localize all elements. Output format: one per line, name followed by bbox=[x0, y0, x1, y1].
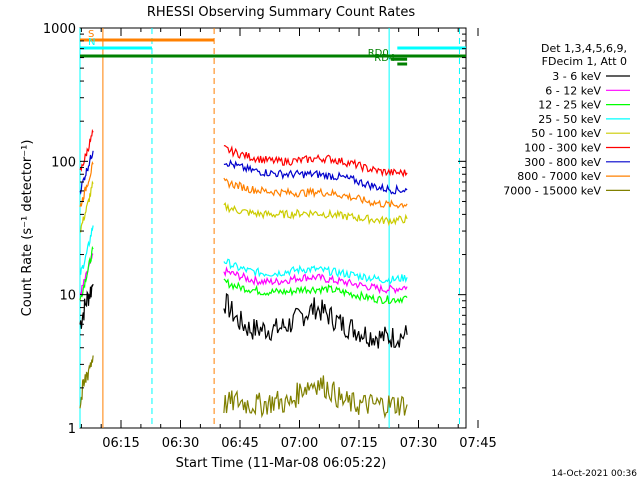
series-line-8-1 bbox=[223, 375, 408, 419]
y-axis-label: Count Rate (s⁻¹ detector⁻¹) bbox=[20, 140, 35, 317]
legend-label-0: 3 - 6 keV bbox=[552, 70, 601, 83]
legend-label-3: 25 - 50 keV bbox=[538, 113, 601, 126]
x-axis-label: Start Time (11-Mar-08 06:05:22) bbox=[176, 456, 387, 471]
x-tick-label-3: 07:00 bbox=[281, 436, 318, 451]
legend-label-4: 50 - 100 keV bbox=[531, 127, 601, 140]
y-tick-label-3: 1000 bbox=[43, 22, 76, 37]
series-line-5-1 bbox=[223, 145, 408, 178]
legend-label-8: 7000 - 15000 keV bbox=[503, 184, 601, 197]
chart-title: RHESSI Observing Summary Count Rates bbox=[147, 5, 416, 20]
x-tick-label-4: 07:15 bbox=[340, 436, 377, 451]
y-tick-label-1: 10 bbox=[59, 289, 76, 304]
series-line-7-1 bbox=[223, 177, 408, 209]
series-line-3-1 bbox=[223, 258, 408, 285]
y-tick-label-0: 1 bbox=[68, 422, 76, 437]
series-line-7-0 bbox=[79, 161, 94, 207]
x-tick-label-5: 07:30 bbox=[400, 436, 437, 451]
legend-label-1: 6 - 12 keV bbox=[545, 84, 601, 97]
series-line-5-0 bbox=[79, 128, 94, 173]
x-tick-label-0: 06:15 bbox=[102, 436, 139, 451]
y-tick-label-2: 100 bbox=[51, 155, 76, 170]
footer-date: 14-Oct-2021 00:36 bbox=[552, 469, 638, 479]
series-line-3-0 bbox=[79, 225, 94, 275]
plot-frame bbox=[79, 27, 467, 429]
series-line-4-1 bbox=[223, 201, 408, 227]
flag-label-0: S bbox=[88, 29, 94, 40]
flag-label-5: RD4 bbox=[374, 53, 395, 64]
series-line-0-1 bbox=[223, 292, 408, 349]
series-line-8-0 bbox=[79, 355, 94, 409]
series-line-6-1 bbox=[223, 159, 408, 195]
series-line-2-0 bbox=[79, 245, 94, 301]
series-line-2-1 bbox=[223, 278, 408, 305]
legend-label-5: 100 - 300 keV bbox=[524, 142, 601, 155]
vertical-marker-lines bbox=[79, 28, 460, 428]
legend-label-6: 300 - 800 keV bbox=[524, 156, 601, 169]
x-tick-label-1: 06:30 bbox=[162, 436, 199, 451]
x-axis-ticks: 06:15 06:30 06:45 07:00 07:15 07:30 07:45 bbox=[80, 28, 497, 451]
legend-label-2: 12 - 25 keV bbox=[538, 99, 601, 112]
legend-header-1: FDecim 1, Att 0 bbox=[542, 55, 627, 68]
series-line-4-0 bbox=[79, 180, 94, 233]
series-group bbox=[79, 128, 408, 419]
flag-label-4: RD0 bbox=[368, 48, 389, 59]
legend-label-7: 800 - 7000 keV bbox=[517, 170, 601, 183]
legend: Det 1,3,4,5,6,9,FDecim 1, Att 0 3 - 6 keV… bbox=[503, 42, 630, 197]
flag-label-1: N bbox=[88, 37, 95, 48]
x-tick-label-6: 07:45 bbox=[459, 436, 496, 451]
series-line-1-1 bbox=[223, 266, 408, 295]
y-axis-ticks: 1 10 100 1000 bbox=[43, 22, 466, 437]
legend-header-0: Det 1,3,4,5,6,9, bbox=[541, 42, 627, 55]
series-line-0-0 bbox=[79, 283, 94, 329]
x-tick-label-2: 06:45 bbox=[221, 436, 258, 451]
